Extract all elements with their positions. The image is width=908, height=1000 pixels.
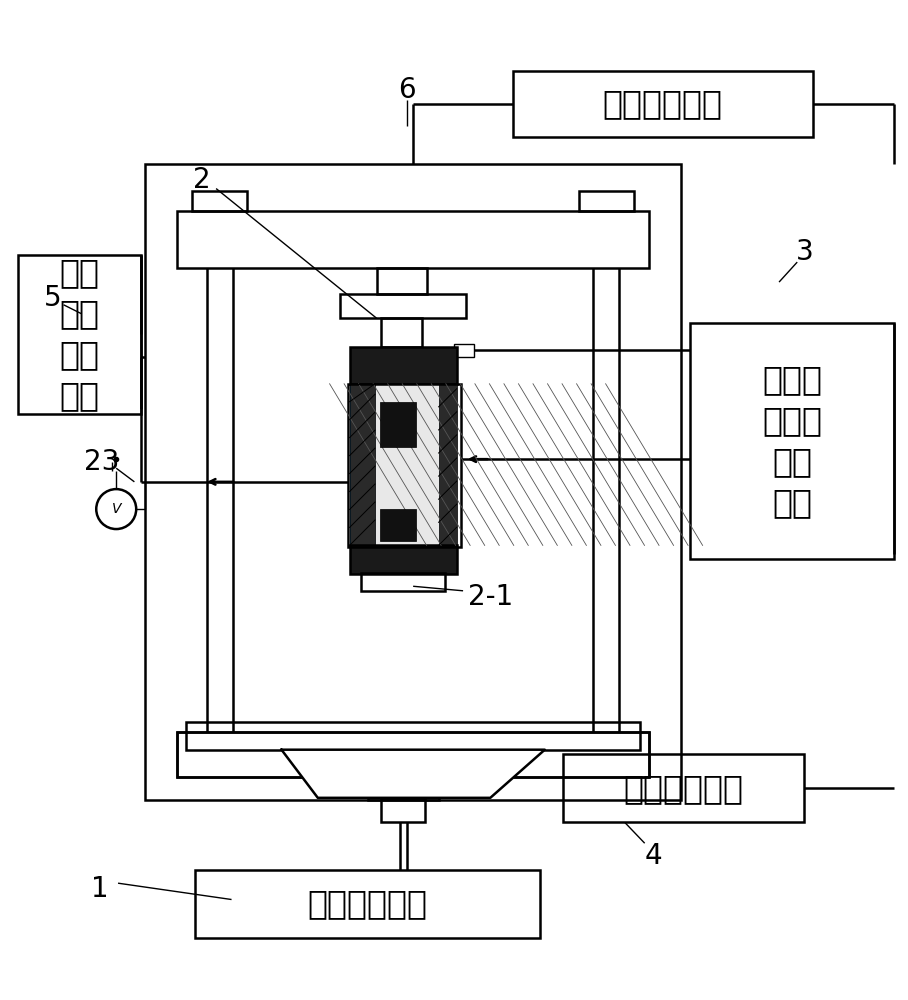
Bar — [375, 384, 439, 545]
Text: V: V — [112, 502, 121, 516]
Bar — [377, 268, 427, 294]
Bar — [563, 754, 804, 822]
Text: 2: 2 — [192, 166, 211, 194]
Text: 水浴加热装置: 水浴加热装置 — [623, 772, 744, 805]
Text: 3: 3 — [795, 238, 814, 266]
Bar — [380, 402, 416, 447]
Text: 压力加载装置: 压力加载装置 — [308, 887, 428, 920]
Text: 6: 6 — [398, 76, 416, 104]
Bar — [381, 798, 425, 822]
Bar — [192, 191, 247, 211]
Bar — [439, 384, 457, 545]
Bar — [186, 722, 640, 750]
Bar — [18, 255, 141, 414]
Bar — [361, 573, 445, 591]
Bar — [579, 191, 634, 211]
Bar — [350, 545, 457, 574]
Bar — [340, 294, 466, 318]
Bar — [513, 71, 813, 137]
Bar — [195, 870, 540, 938]
Text: 5: 5 — [44, 284, 62, 312]
Text: 4: 4 — [645, 842, 663, 870]
Bar — [368, 750, 439, 800]
Bar — [177, 211, 649, 268]
Text: 23: 23 — [84, 448, 119, 476]
Bar — [375, 384, 439, 545]
Bar — [381, 318, 422, 347]
Bar — [350, 384, 375, 545]
Text: 2-1: 2-1 — [468, 583, 513, 611]
Bar — [454, 344, 474, 357]
Text: 超声
损伤
测试
装置: 超声 损伤 测试 装置 — [59, 257, 100, 412]
Bar — [348, 384, 461, 547]
Bar — [145, 164, 681, 800]
Text: 1: 1 — [91, 875, 109, 903]
Bar — [177, 732, 649, 777]
Polygon shape — [281, 750, 545, 798]
Text: 滲透压
加压及
测量
装置: 滲透压 加压及 测量 装置 — [762, 363, 823, 519]
Bar — [380, 509, 416, 541]
Text: 数据采集装置: 数据采集装置 — [603, 88, 723, 121]
Bar — [350, 347, 457, 384]
Bar — [439, 384, 457, 545]
Bar — [690, 323, 894, 559]
Bar — [350, 384, 375, 545]
Bar — [177, 732, 649, 777]
